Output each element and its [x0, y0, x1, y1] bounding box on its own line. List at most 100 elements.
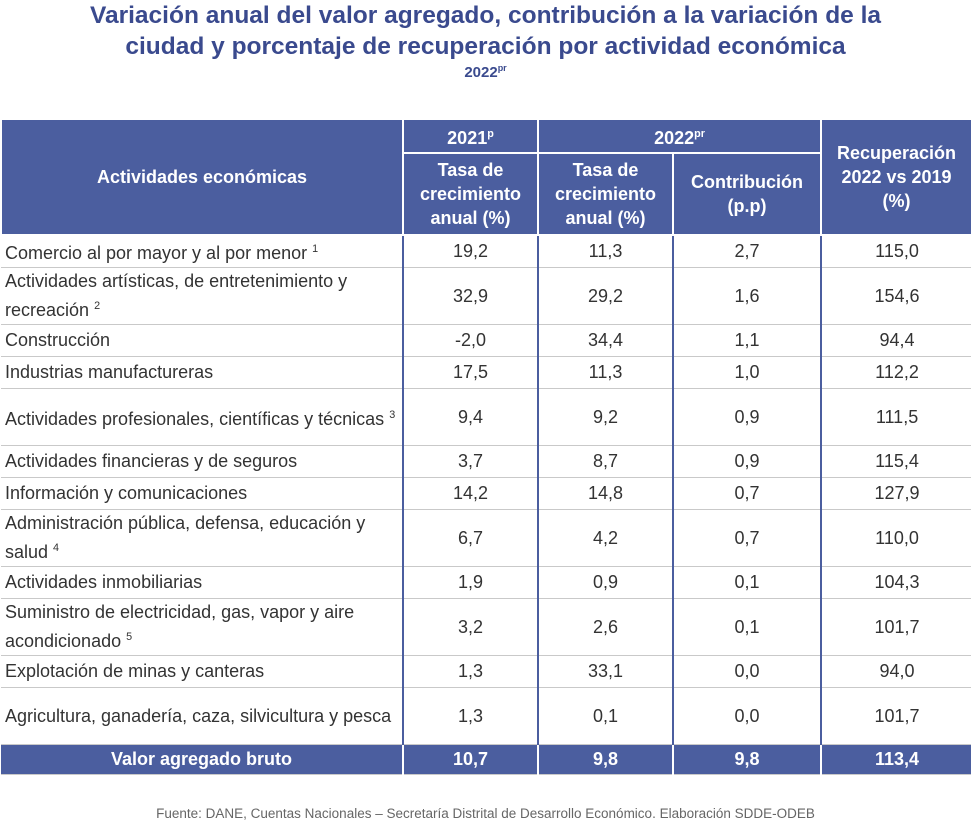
activity-cell: Agricultura, ganadería, caza, silvicultu…	[1, 687, 403, 745]
value-cell: 8,7	[537, 445, 673, 478]
table-row: Agricultura, ganadería, caza, silvicultu…	[1, 687, 971, 745]
year-text: 2021	[447, 128, 488, 148]
table-row: Actividades artísticas, de entretenimien…	[1, 267, 971, 325]
value-cell: 1,6	[671, 267, 822, 325]
header-text: Contribución (p.p)	[691, 172, 803, 216]
value-cell: 0,9	[537, 566, 673, 599]
year: 2022pr	[0, 63, 971, 99]
activity-text: Explotación de minas y canteras	[5, 661, 265, 681]
activity-text: Suministro de electricidad, gas, vapor y…	[5, 602, 355, 651]
column-header: Tasa de crecimiento anual (%)	[402, 152, 539, 236]
activity-cell: Construcción	[1, 324, 403, 357]
year-note: pr	[497, 63, 507, 73]
value-cell: 0,1	[537, 687, 673, 745]
value-cell: 154,6	[820, 267, 971, 325]
value-cell: 111,5	[820, 388, 971, 446]
year-header: 2022pr	[536, 118, 823, 154]
total-row: Valor agregado bruto 10,7 9,8 9,8 113,4	[1, 744, 971, 775]
activity-text: Comercio al por mayor y al por menor	[5, 243, 308, 263]
table-row: Industrias manufactureras 17,5 11,3 1,0 112,…	[1, 356, 971, 389]
footnote-mark: 4	[53, 542, 60, 554]
activity-text: Actividades financieras y de seguros	[5, 451, 298, 471]
data-table: Actividades económicas 2021p 2022pr Recuper…	[0, 118, 971, 775]
activity-cell: Suministro de electricidad, gas, vapor y…	[1, 598, 403, 656]
value-cell: 34,4	[537, 324, 673, 357]
header-row: Tasa de crecimiento anual (%) Tasa de cre…	[1, 152, 971, 236]
header-row: Actividades económicas 2021p 2022pr Recuper…	[0, 118, 971, 236]
value-cell: 94,4	[820, 324, 971, 357]
value-cell: 3,7	[402, 445, 538, 478]
column-header: Contribución (p.p)	[671, 152, 823, 236]
value-cell: 11,3	[537, 356, 673, 389]
value-cell: 101,7	[820, 687, 971, 745]
value-cell: 110,0	[820, 509, 971, 567]
footnote-mark: 1	[312, 243, 319, 255]
year-text: 2022	[464, 64, 498, 81]
value-cell: 0,1	[671, 598, 822, 656]
table-row: Información y comunicaciones 14,2 14,8 0,7 1…	[1, 477, 971, 510]
footnote-mark: 2	[94, 300, 101, 312]
header-text: Actividades económicas	[96, 167, 308, 187]
value-cell: 6,7	[402, 509, 538, 567]
value-cell: 14,2	[402, 477, 538, 510]
activity-cell: Comercio al por mayor y al por menor 1	[1, 235, 403, 268]
footnote-mark: 5	[126, 631, 133, 643]
total-value: 9,8	[537, 744, 673, 775]
value-cell: 94,0	[820, 655, 971, 688]
value-cell: 0,7	[671, 477, 822, 510]
value-cell: 0,1	[671, 566, 822, 599]
year-note: p	[487, 128, 494, 140]
activity-cell: Actividades financieras y de seguros	[1, 445, 403, 478]
activity-cell: Industrias manufactureras	[1, 356, 403, 389]
table-row: Comercio al por mayor y al por menor 1 19…	[1, 235, 971, 268]
value-cell: 0,9	[671, 388, 822, 446]
value-cell: 3,2	[402, 598, 538, 656]
activity-header: Actividades económicas	[0, 118, 404, 236]
activity-text: Industrias manufactureras	[5, 362, 214, 382]
table-body: Comercio al por mayor y al por menor 1 1 9…	[1, 235, 971, 775]
value-cell: 9,4	[402, 388, 538, 446]
value-cell: 115,4	[820, 445, 971, 478]
value-cell: 2,7	[671, 235, 822, 268]
title-line: ciudad y porcentaje de recuperación por …	[125, 33, 846, 60]
value-cell: 33,1	[537, 655, 673, 688]
activity-text: Información y comunicaciones	[5, 483, 248, 503]
footnote-mark: 3	[389, 408, 396, 421]
table-row: Actividades profesionales, científicas y…	[1, 388, 971, 446]
value-cell: 9,2	[537, 388, 673, 446]
table-row: Suministro de electricidad, gas, vapor y…	[1, 598, 971, 656]
table-row: Explotación de minas y canteras 1,3 33,1 0,…	[1, 655, 971, 688]
value-cell: 29,2	[537, 267, 673, 325]
total-value: 10,7	[402, 744, 538, 775]
header-text: Recuperación 2022 vs 2019 (%)	[836, 143, 957, 211]
value-cell: 0,0	[671, 655, 822, 688]
activity-cell: Información y comunicaciones	[1, 477, 403, 510]
column-header: Tasa de crecimiento anual (%)	[537, 152, 674, 236]
total-value: 9,8	[671, 744, 822, 775]
year-text: 2022	[654, 128, 695, 148]
value-cell: 0,7	[671, 509, 822, 567]
title: Variación anual del valor agregado, cont…	[0, 0, 971, 62]
activity-cell: Actividades profesionales, científicas y…	[1, 388, 403, 446]
value-cell: 4,2	[537, 509, 673, 567]
value-cell: 1,0	[671, 356, 822, 389]
header-text: Tasa de crecimiento anual (%)	[419, 160, 522, 228]
value-cell: 11,3	[537, 235, 673, 268]
value-cell: -2,0	[402, 324, 538, 357]
total-value: 113,4	[820, 744, 971, 775]
table-header: Actividades económicas 2021p 2022pr Recuper…	[0, 118, 971, 236]
activity-cell: Explotación de minas y canteras	[1, 655, 403, 688]
column-header: Recuperación 2022 vs 2019 (%)	[820, 118, 971, 236]
value-cell: 104,3	[820, 566, 971, 599]
activity-text: Agricultura, ganadería, caza, silvicultu…	[5, 705, 392, 726]
value-cell: 1,3	[402, 687, 538, 745]
value-cell: 112,2	[820, 356, 971, 389]
title-line: Variación anual del valor agregado, cont…	[89, 2, 882, 29]
table-row: Actividades inmobiliarias 1,9 0,9 0,1 104,3	[1, 566, 971, 599]
activity-text: Administración pública, defensa, educaci…	[5, 513, 366, 562]
activity-text: Actividades inmobiliarias	[5, 572, 203, 592]
value-cell: 101,7	[820, 598, 971, 656]
year-note: pr	[694, 128, 705, 140]
value-cell: 115,0	[820, 235, 971, 268]
